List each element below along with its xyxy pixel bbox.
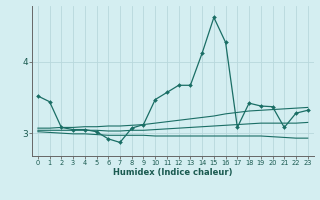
X-axis label: Humidex (Indice chaleur): Humidex (Indice chaleur) (113, 168, 233, 177)
